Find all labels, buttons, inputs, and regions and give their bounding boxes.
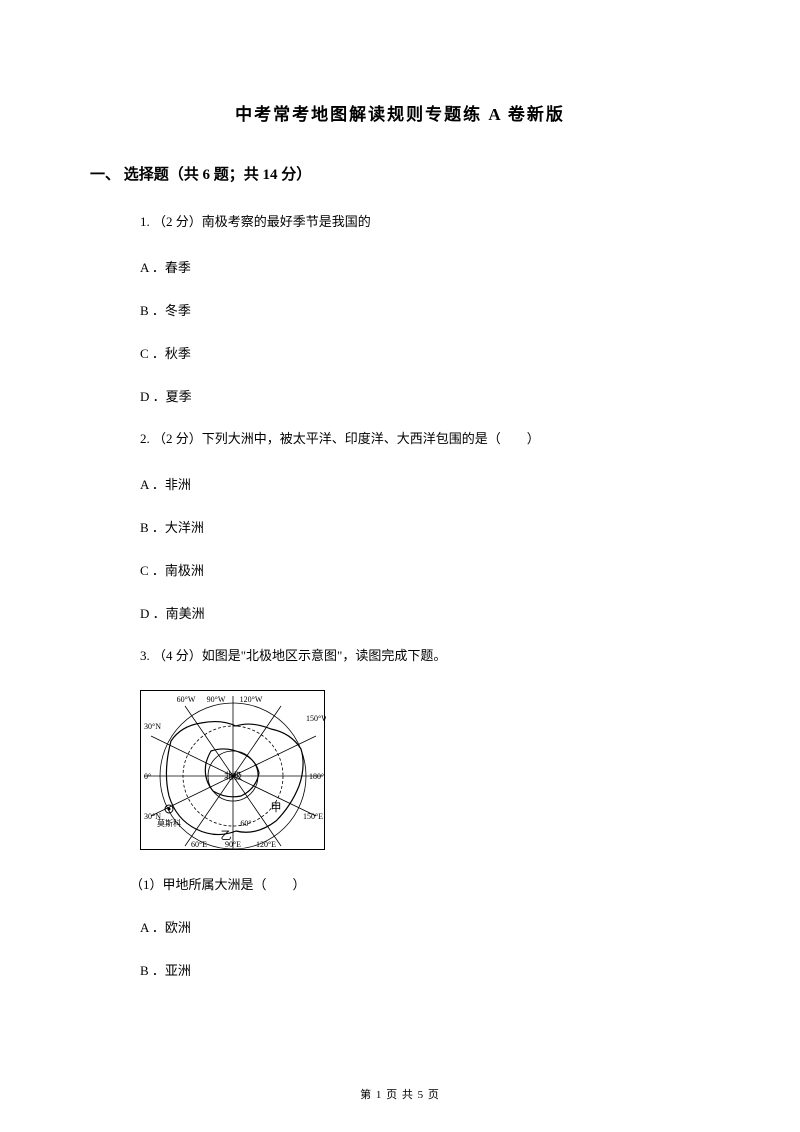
svg-text:150°E: 150°E: [303, 812, 323, 821]
map-svg: 北极 60°W 90°W 120°W 150°W 180° 150°E 120°…: [141, 691, 326, 851]
arctic-map: 北极 60°W 90°W 120°W 150°W 180° 150°E 120°…: [140, 690, 325, 850]
q2-option-a: A ．非洲: [140, 474, 710, 493]
q2-option-c: C ．南极洲: [140, 560, 710, 579]
q3-option-a: A ．欧洲: [140, 917, 710, 936]
question-1: 1. （2 分）南极考察的最好季节是我国的: [140, 212, 710, 233]
svg-text:60°E: 60°E: [191, 840, 207, 849]
page-title: 中考常考地图解读规则专题练 A 卷新版: [90, 100, 710, 125]
svg-text:150°W: 150°W: [306, 714, 326, 723]
section-header: 一、 选择题（共 6 题；共 14 分）: [90, 163, 710, 184]
marker-jia: 甲: [271, 802, 282, 814]
q1-option-c: C ．秋季: [140, 343, 710, 362]
svg-text:60°W: 60°W: [177, 695, 196, 704]
q1-option-b: B ．冬季: [140, 300, 710, 319]
q2-option-d: D ．南美洲: [140, 603, 710, 622]
svg-text:60°: 60°: [240, 819, 251, 828]
question-2: 2. （2 分）下列大洲中，被太平洋、印度洋、大西洋包围的是（ ）: [140, 429, 710, 450]
question-3: 3. （4 分）如图是"北极地区示意图"，读图完成下题。: [140, 646, 710, 667]
q1-option-d: D ．夏季: [140, 386, 710, 405]
svg-text:30°N: 30°N: [144, 722, 161, 731]
marker-city: 莫斯科: [157, 818, 181, 828]
map-figure-container: 北极 60°W 90°W 120°W 150°W 180° 150°E 120°…: [140, 690, 710, 850]
q3-option-b: B ．亚洲: [140, 960, 710, 979]
svg-text:120°E: 120°E: [256, 840, 276, 849]
center-label: 北极: [224, 770, 242, 781]
svg-text:180°: 180°: [309, 772, 324, 781]
section-label: 选择题（共 6 题；共 14 分）: [124, 167, 312, 183]
svg-text:90°W: 90°W: [207, 695, 226, 704]
marker-yi: 乙: [221, 829, 232, 842]
svg-text:0°: 0°: [144, 772, 151, 781]
q1-option-a: A ．春季: [140, 257, 710, 276]
q3-sub1: （1）甲地所属大洲是（ ）: [130, 874, 710, 893]
q2-option-b: B ．大洋洲: [140, 517, 710, 536]
page-footer: 第 1 页 共 5 页: [0, 1086, 800, 1102]
svg-text:120°W: 120°W: [240, 695, 263, 704]
section-number: 一、: [90, 167, 120, 183]
